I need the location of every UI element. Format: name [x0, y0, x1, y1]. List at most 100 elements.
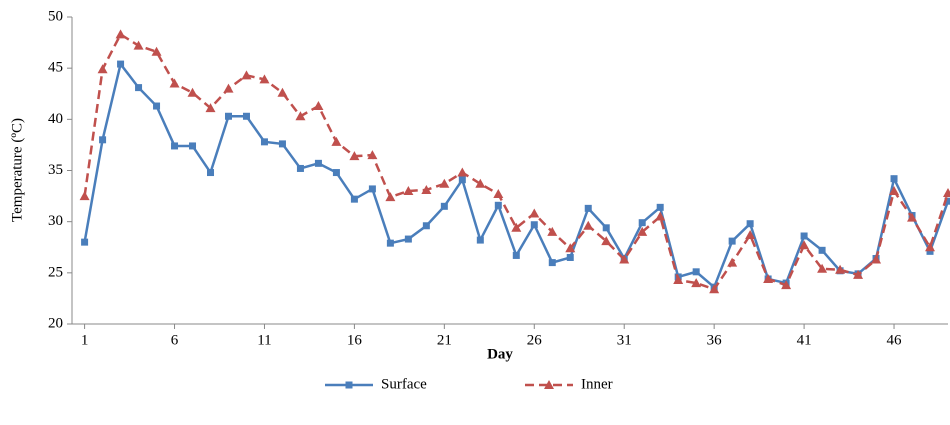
point: [457, 167, 468, 177]
point: [907, 212, 918, 222]
point: [151, 46, 162, 56]
point: [583, 220, 594, 230]
point: [817, 263, 828, 273]
point: [205, 103, 216, 113]
point: [242, 112, 250, 120]
point: [367, 150, 378, 160]
y-tick-label: 50: [48, 8, 63, 24]
x-tick-label: 41: [797, 332, 812, 348]
point: [548, 259, 556, 267]
point: [171, 142, 179, 150]
point: [926, 247, 934, 255]
point: [187, 87, 198, 97]
point: [853, 269, 864, 279]
point: [133, 40, 144, 50]
point: [117, 60, 125, 68]
point: [709, 284, 720, 294]
x-tick-label: 6: [171, 332, 179, 348]
point: [890, 175, 898, 183]
point: [925, 242, 936, 252]
point: [260, 138, 268, 146]
point: [746, 220, 754, 228]
point: [81, 238, 89, 246]
point: [601, 236, 612, 246]
point: [692, 268, 700, 276]
point: [530, 221, 538, 229]
point: [259, 74, 270, 84]
point: [512, 251, 520, 259]
point: [385, 192, 396, 202]
point: [944, 197, 950, 205]
point: [404, 235, 412, 243]
point: [331, 136, 342, 146]
point: [493, 189, 504, 199]
point: [278, 140, 286, 148]
point: [97, 64, 108, 74]
x-tick-label: 46: [887, 332, 903, 348]
point: [332, 169, 340, 177]
point: [781, 280, 792, 290]
point: [655, 211, 666, 221]
legend-label: Inner: [581, 376, 613, 392]
point: [638, 219, 646, 227]
x-tick-label: 31: [617, 332, 632, 348]
point: [403, 185, 414, 195]
point: [241, 70, 252, 80]
x-tick-label: 16: [347, 332, 363, 348]
y-tick-label: 40: [48, 111, 63, 127]
point: [745, 229, 756, 239]
point: [511, 222, 522, 232]
point: [602, 224, 610, 232]
point: [529, 208, 540, 218]
x-tick-label: 36: [707, 332, 723, 348]
point: [584, 204, 592, 212]
point: [223, 83, 234, 93]
point: [349, 151, 360, 161]
x-tick-label: 26: [527, 332, 543, 348]
point: [889, 185, 900, 195]
point: [871, 254, 882, 264]
point: [277, 87, 288, 97]
point: [115, 29, 126, 39]
point: [800, 232, 808, 240]
point: [637, 226, 648, 236]
point: [440, 202, 448, 210]
x-tick-label: 11: [257, 332, 271, 348]
point: [566, 253, 574, 261]
point: [135, 84, 143, 92]
y-tick-label: 45: [48, 60, 63, 76]
point: [818, 246, 826, 254]
point: [494, 201, 502, 209]
point: [656, 203, 664, 211]
y-tick-label: 25: [48, 264, 63, 280]
point: [153, 102, 161, 110]
x-axis-label: Day: [487, 346, 513, 362]
point: [458, 176, 466, 184]
point: [169, 78, 180, 88]
point: [295, 111, 306, 121]
point: [386, 239, 394, 247]
point: [189, 142, 197, 150]
point: [313, 101, 324, 111]
point: [350, 195, 358, 203]
point: [207, 169, 215, 177]
point: [547, 226, 558, 236]
x-tick-label: 21: [437, 332, 452, 348]
point: [799, 240, 810, 250]
point: [475, 178, 486, 188]
point: [565, 243, 576, 253]
point: [943, 188, 950, 198]
y-tick-label: 35: [48, 162, 63, 178]
point: [422, 222, 430, 230]
point: [728, 237, 736, 245]
point: [224, 112, 232, 120]
point: [835, 264, 846, 274]
y-tick-label: 20: [48, 315, 63, 331]
point: [421, 184, 432, 194]
point: [99, 136, 107, 144]
point: [314, 159, 322, 167]
point: [619, 254, 630, 264]
point: [673, 274, 684, 284]
legend-label: Surface: [381, 376, 427, 392]
